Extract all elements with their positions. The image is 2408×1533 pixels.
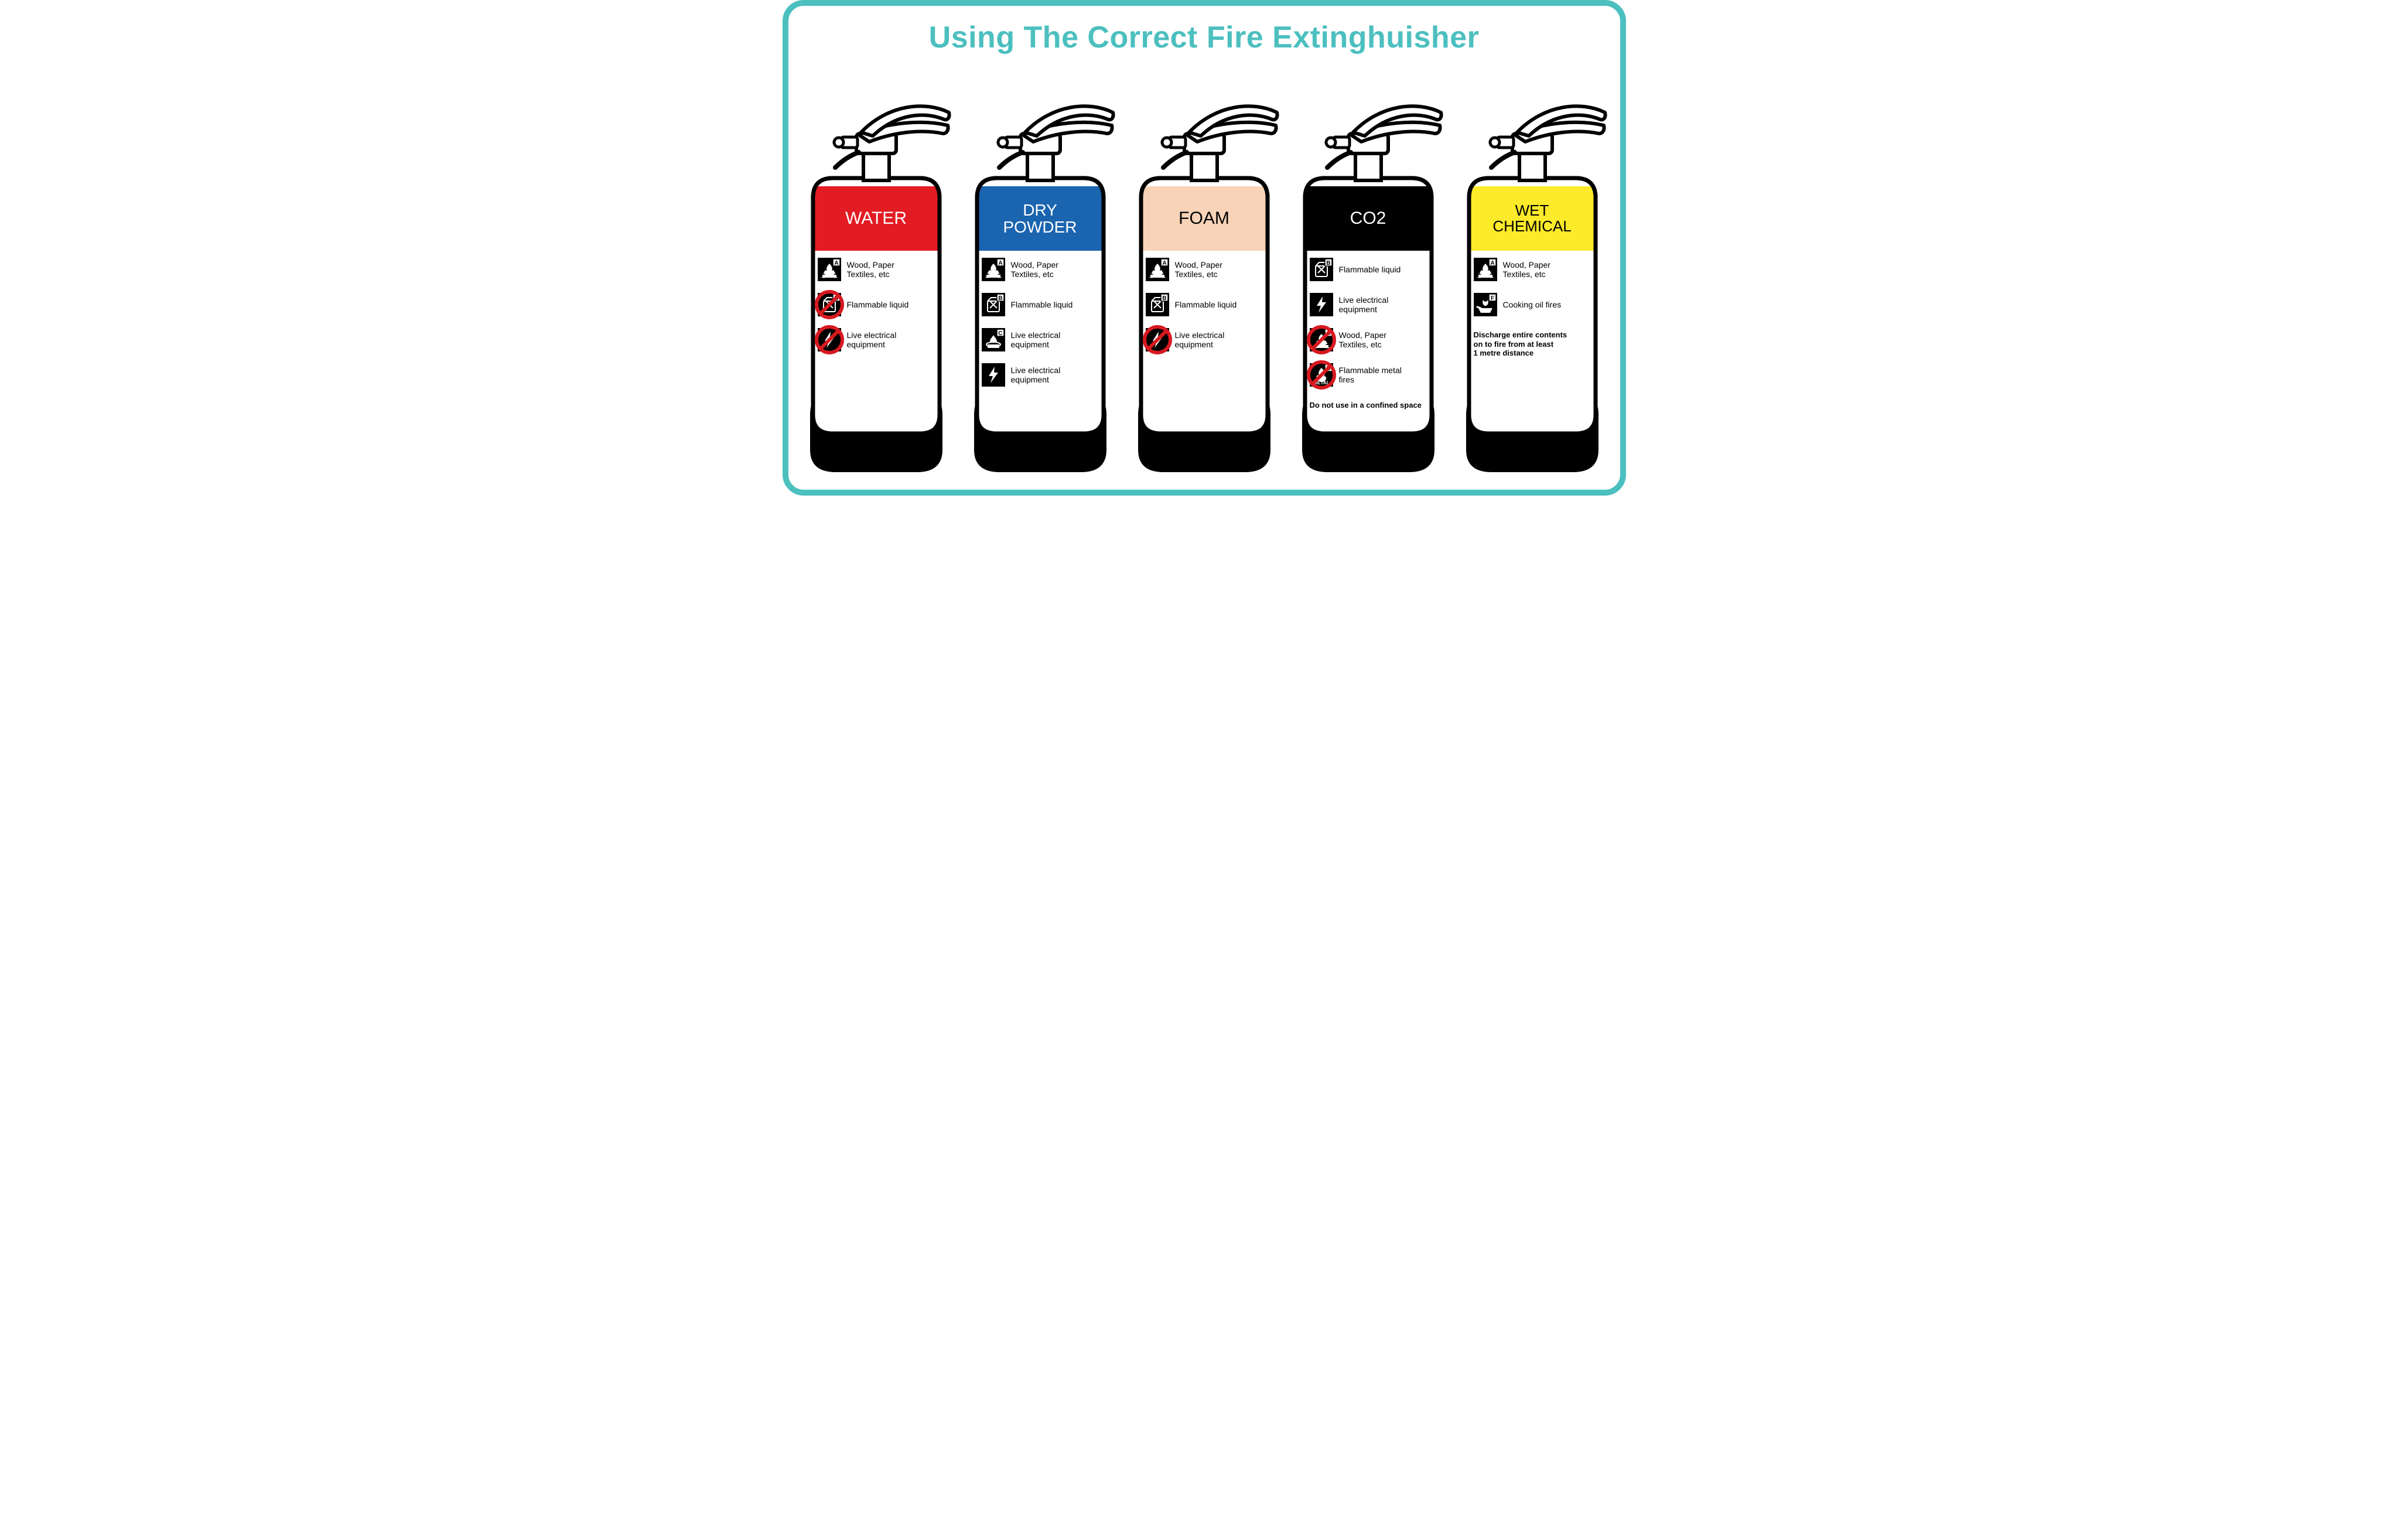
class_a-icon: A: [982, 258, 1005, 281]
use-item-text: Flammable liquid: [1175, 300, 1237, 309]
electric-icon: [982, 363, 1005, 387]
class_a-icon: A: [1474, 258, 1497, 281]
svg-text:B: B: [998, 295, 1002, 302]
extinguisher-wet-chemical: WET CHEMICAL A Wood, Paper Textiles, etc…: [1456, 63, 1608, 473]
svg-text:A: A: [834, 260, 838, 267]
use-item: A Wood, Paper Textiles, etc: [1474, 258, 1594, 281]
class_a-icon: A: [818, 258, 841, 281]
extinguisher-uses: B Flammable liquid Live electrical equip…: [1310, 258, 1430, 410]
use-item: B Flammable liquid: [1146, 293, 1266, 316]
use-item-text: Wood, Paper Textiles, etc: [1011, 260, 1058, 279]
use-item: B Flammable liquid: [818, 293, 938, 316]
use-item-text: Live electrical equipment: [1011, 366, 1061, 384]
use-item: F Cooking oil fires: [1474, 293, 1594, 316]
extinguisher-label: DRY POWDER: [977, 186, 1104, 251]
use-item: Live electrical equipment: [1146, 328, 1266, 351]
class_a-icon: A: [1310, 328, 1333, 351]
class_b-icon: B: [1146, 293, 1169, 316]
extinguisher-uses: A Wood, Paper Textiles, etc F Cooking oi…: [1474, 258, 1594, 358]
extinguisher-label: WATER: [813, 186, 940, 251]
extinguisher-uses: A Wood, Paper Textiles, etc B Flammable …: [982, 258, 1102, 387]
svg-text:A: A: [998, 260, 1002, 267]
electric-icon: [818, 328, 841, 351]
use-item-text: Wood, Paper Textiles, etc: [1339, 330, 1386, 349]
use-item-text: Flammable liquid: [1339, 265, 1401, 274]
use-item-text: Live electrical equipment: [847, 330, 897, 349]
use-item: A Wood, Paper Textiles, etc: [1310, 328, 1430, 351]
extinguisher-note: Do not use in a confined space: [1310, 401, 1430, 410]
extinguisher-foam: FOAM A Wood, Paper Textiles, etc B Flamm…: [1128, 63, 1280, 473]
use-item: A Wood, Paper Textiles, etc: [1146, 258, 1266, 281]
class_f-icon: F: [1474, 293, 1497, 316]
extinguisher-water: WATER A Wood, Paper Textiles, etc B Flam…: [800, 63, 952, 473]
use-item-text: Wood, Paper Textiles, etc: [1175, 260, 1222, 279]
use-item-text: Live electrical equipment: [1011, 330, 1061, 349]
class_b-icon: B: [982, 293, 1005, 316]
svg-text:B: B: [1326, 260, 1330, 267]
use-item-text: Live electrical equipment: [1339, 295, 1389, 314]
svg-text:F: F: [1490, 295, 1494, 302]
class_c-icon: C: [982, 328, 1005, 351]
extinguisher-uses: A Wood, Paper Textiles, etc B Flammable …: [1146, 258, 1266, 351]
use-item: Live electrical equipment: [982, 363, 1102, 387]
use-item-text: Flammable metal fires: [1339, 366, 1402, 384]
extinguisher-label: WET CHEMICAL: [1469, 186, 1596, 251]
class_b-icon: B: [818, 293, 841, 316]
extinguisher-uses: A Wood, Paper Textiles, etc B Flammable …: [818, 258, 938, 351]
use-item: A Wood, Paper Textiles, etc: [982, 258, 1102, 281]
extinguisher-note: Discharge entire contents on to fire fro…: [1474, 330, 1594, 358]
class_a-icon: A: [1146, 258, 1169, 281]
class_b-icon: B: [1310, 258, 1333, 281]
extinguisher-row: WATER A Wood, Paper Textiles, etc B Flam…: [800, 63, 1608, 473]
svg-text:A: A: [1162, 260, 1166, 267]
use-item-text: Flammable liquid: [1011, 300, 1073, 309]
use-item: METAL D Flammable metal fires: [1310, 363, 1430, 387]
use-item: B Flammable liquid: [982, 293, 1102, 316]
svg-text:C: C: [998, 330, 1002, 337]
use-item: Live electrical equipment: [1310, 293, 1430, 316]
page-title: Using The Correct Fire Extinghuisher: [800, 20, 1608, 55]
metal-icon: METAL D: [1310, 363, 1333, 387]
use-item-text: Live electrical equipment: [1175, 330, 1225, 349]
electric-icon: [1146, 328, 1169, 351]
use-item: B Flammable liquid: [1310, 258, 1430, 281]
extinguisher-label: CO2: [1305, 186, 1432, 251]
extinguisher-label: FOAM: [1141, 186, 1268, 251]
electric-icon: [1310, 293, 1333, 316]
use-item: A Wood, Paper Textiles, etc: [818, 258, 938, 281]
svg-text:A: A: [1490, 260, 1494, 267]
use-item-text: Wood, Paper Textiles, etc: [847, 260, 894, 279]
svg-text:B: B: [1162, 295, 1166, 302]
extinguisher-co2: CO2 B Flammable liquid Live electrical e…: [1292, 63, 1444, 473]
use-item-text: Cooking oil fires: [1503, 300, 1562, 309]
use-item-text: Flammable liquid: [847, 300, 909, 309]
use-item: C Live electrical equipment: [982, 328, 1102, 351]
use-item-text: Wood, Paper Textiles, etc: [1503, 260, 1550, 279]
infographic-frame: Using The Correct Fire Extinghuisher WAT…: [783, 0, 1626, 496]
use-item: Live electrical equipment: [818, 328, 938, 351]
extinguisher-dry-powder: DRY POWDER A Wood, Paper Textiles, etc B…: [964, 63, 1116, 473]
